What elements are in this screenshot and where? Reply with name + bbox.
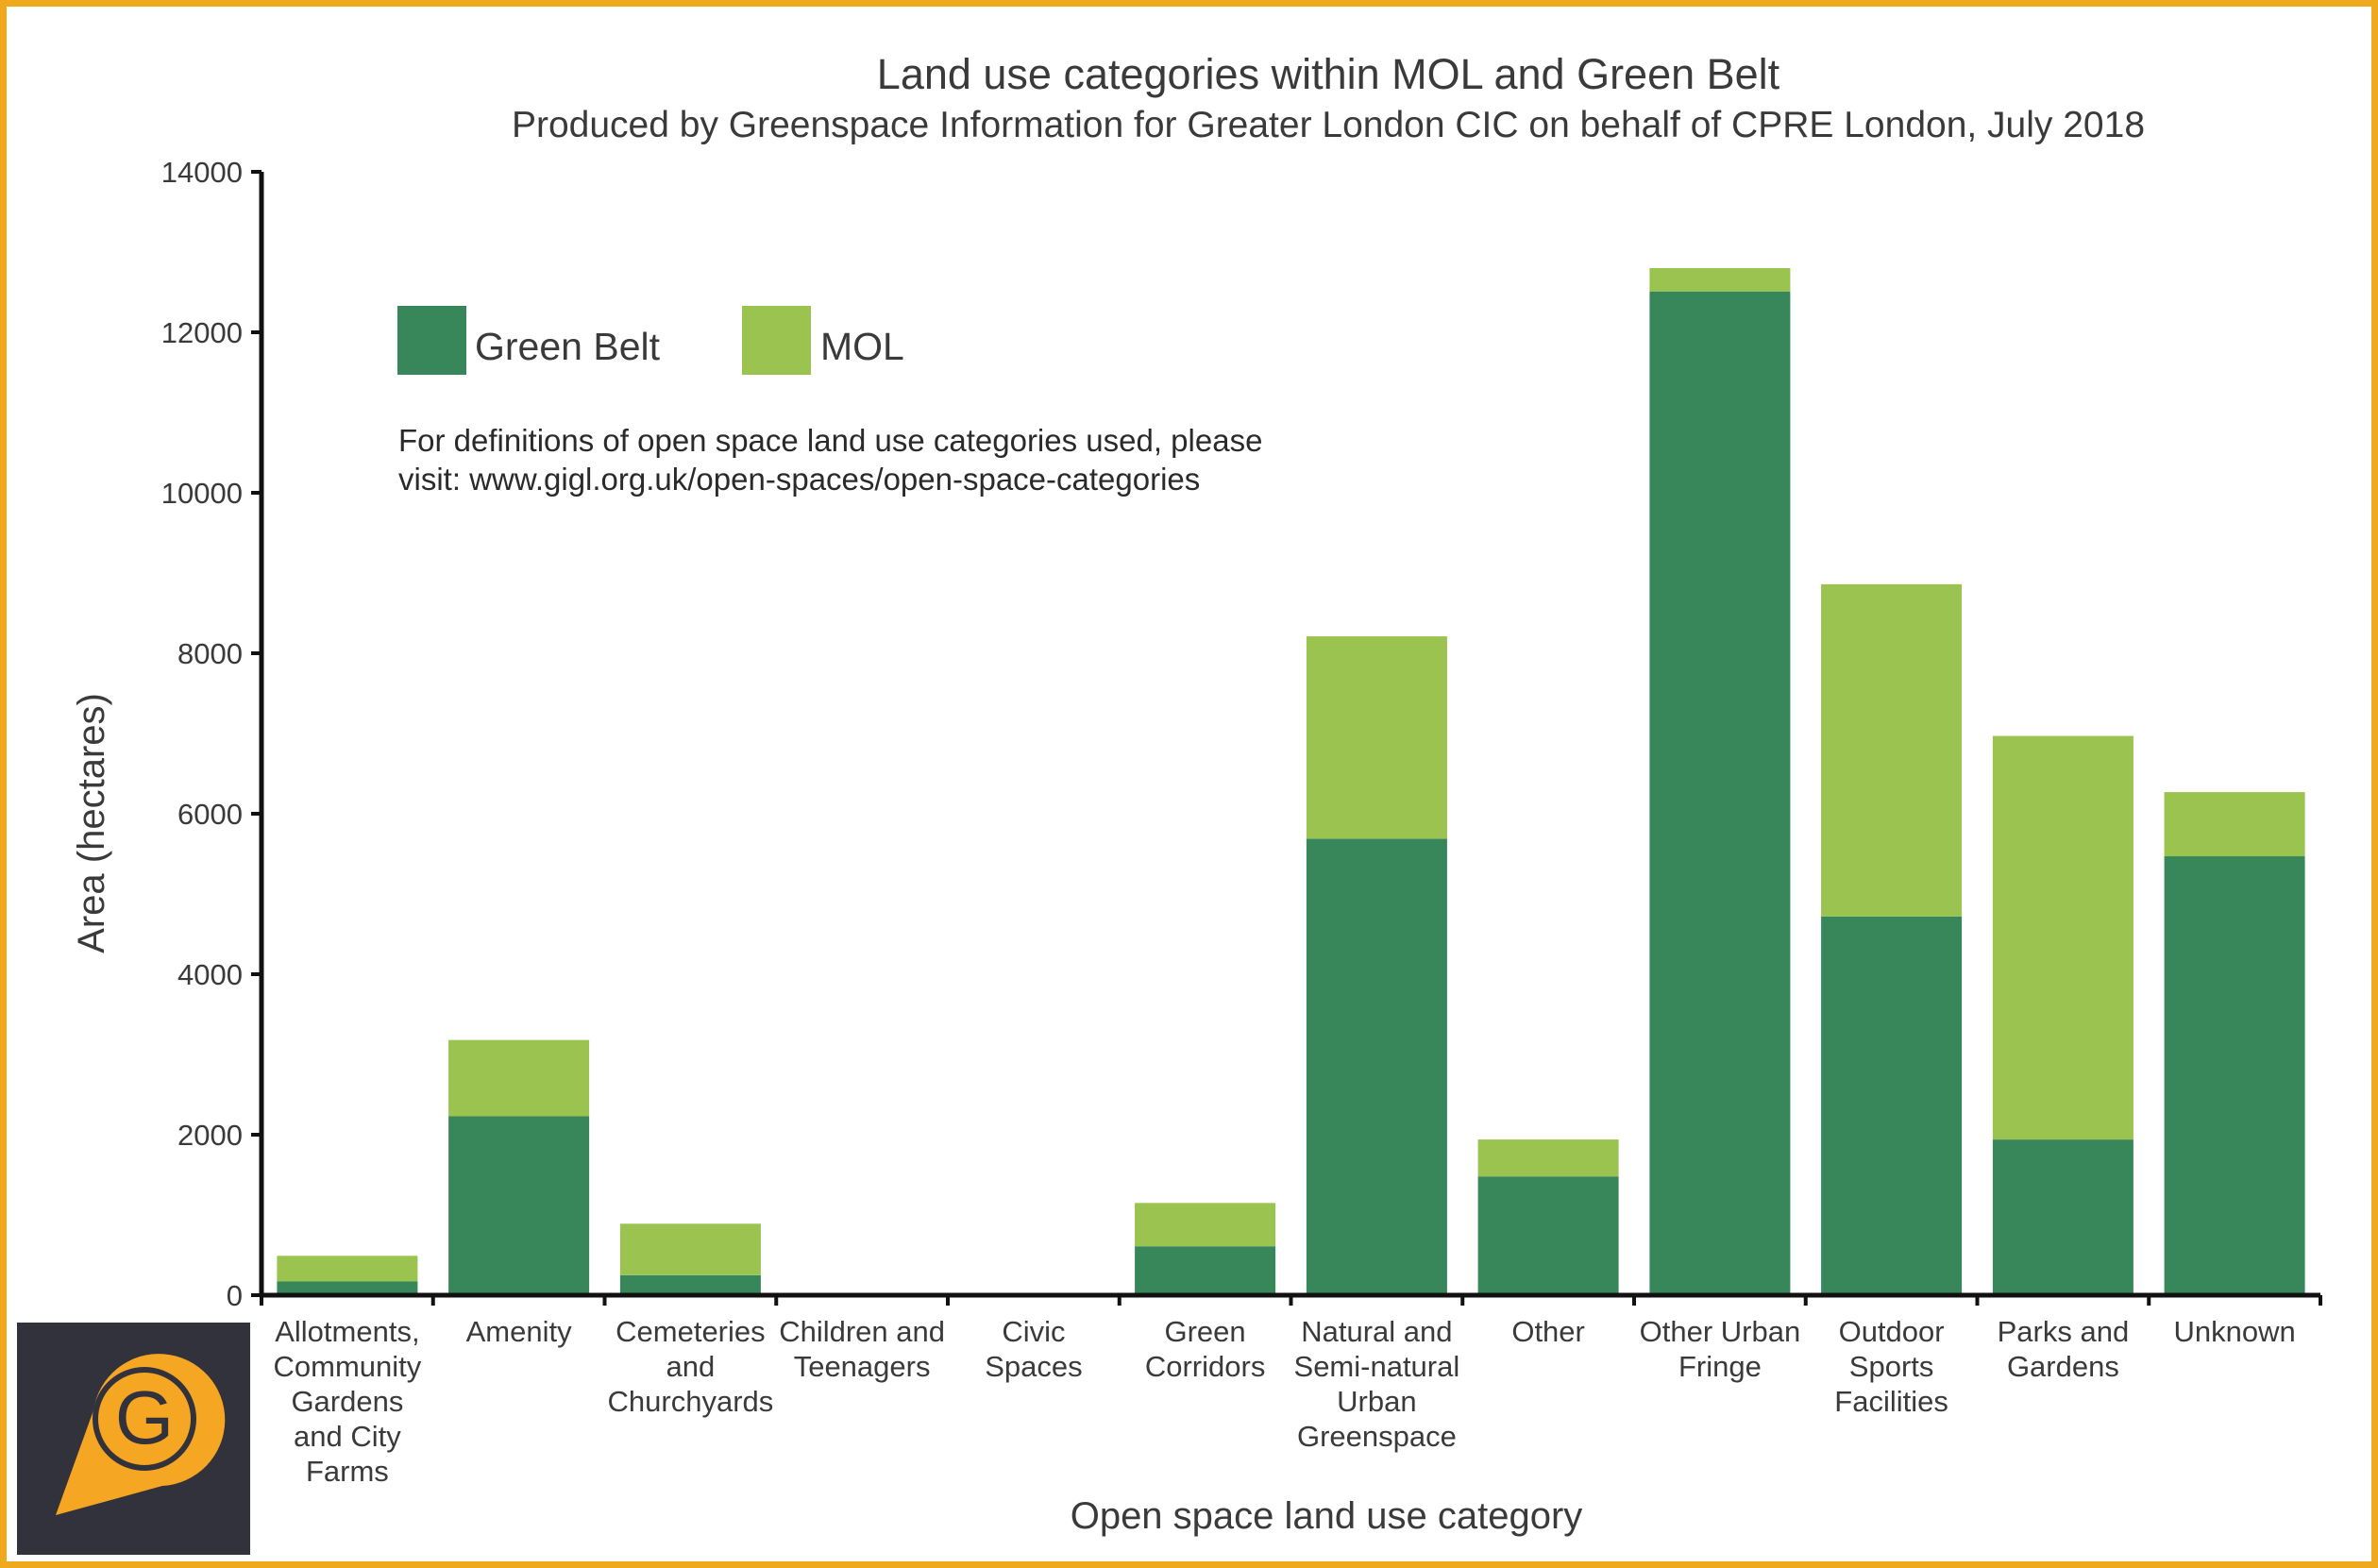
x-tick-label: Allotments, Community Gardens and City Farms (274, 1315, 422, 1488)
y-tick-label: 8000 (177, 637, 243, 670)
bar-mol-11 (2164, 792, 2305, 857)
x-tick-label: Civic Spaces (985, 1315, 1082, 1383)
bar-green-belt-2 (619, 1274, 761, 1296)
y-tick-label: 4000 (177, 958, 243, 991)
x-tick-label: Natural and Semi-natural Urban Greenspace (1294, 1315, 1460, 1453)
bar-mol-5 (1135, 1203, 1276, 1247)
y-tick-label: 12000 (161, 316, 243, 349)
y-tick-labels: 0 2000 4000 6000 8000 10000 12000 14000 (161, 156, 243, 1312)
x-tick-label: Children and Teenagers (779, 1315, 945, 1383)
bar-mol-0 (277, 1256, 418, 1282)
y-tick-label: 10000 (161, 477, 243, 510)
bar-green-belt-8 (1649, 291, 1791, 1296)
legend-label-mol: MOL (820, 325, 904, 368)
y-axis-label: Area (hectares) (71, 693, 112, 953)
bar-green-belt-11 (2164, 856, 2305, 1295)
bar-mol-2 (619, 1223, 761, 1275)
x-tick-label: Other Urban Fringe (1640, 1315, 1801, 1383)
legend: Green Belt MOL (397, 306, 904, 375)
gigl-location-pin-icon: G (56, 1354, 226, 1515)
chart-svg: Land use categories within MOL and Green… (17, 50, 2322, 1555)
chart-subtitle: Produced by Greenspace Information for G… (512, 105, 2145, 145)
legend-label-green-belt: Green Belt (475, 325, 661, 368)
axes-layer (251, 170, 2322, 1306)
x-tick-label: Outdoor Sports Facilities (1834, 1315, 1948, 1418)
y-tick-label: 14000 (161, 156, 243, 189)
bar-mol-10 (1992, 735, 2133, 1140)
y-tick-label: 2000 (177, 1119, 243, 1152)
x-tick-label: Green Corridors (1145, 1315, 1265, 1383)
bar-green-belt-6 (1306, 838, 1447, 1295)
x-tick-labels: Allotments, Community Gardens and City Farms… (274, 1315, 2296, 1488)
bars-layer (277, 268, 2305, 1296)
bar-mol-6 (1306, 636, 1447, 839)
logo-letter: G (115, 1375, 174, 1459)
x-tick-label: Unknown (2173, 1315, 2295, 1348)
chart-title: Land use categories within MOL and Green… (877, 50, 1780, 98)
x-axis-label: Open space land use category (1071, 1495, 1583, 1537)
x-tick-label: Amenity (466, 1315, 572, 1348)
definitions-note-line-2: visit: www.gigl.org.uk/open-spaces/open-… (398, 462, 1200, 497)
y-tick-label: 6000 (177, 798, 243, 831)
gigl-logo: G (17, 1323, 250, 1555)
legend-swatch-green-belt (397, 306, 466, 375)
bar-green-belt-7 (1477, 1176, 1619, 1295)
definitions-note-line-1: For definitions of open space land use c… (398, 423, 1262, 458)
x-tick-label: Parks and Gardens (1998, 1315, 2130, 1383)
bar-mol-1 (448, 1039, 590, 1117)
y-tick-label: 0 (227, 1279, 243, 1312)
legend-swatch-mol (742, 306, 811, 375)
bar-green-belt-10 (1992, 1139, 2133, 1295)
bar-green-belt-0 (277, 1281, 418, 1295)
x-tick-label: Other (1511, 1315, 1585, 1348)
bar-green-belt-1 (448, 1116, 590, 1295)
bar-green-belt-9 (1821, 916, 1963, 1295)
bar-mol-8 (1649, 268, 1791, 292)
bar-mol-7 (1477, 1139, 1619, 1177)
bar-mol-9 (1821, 583, 1963, 917)
x-tick-label: Cemeteries and Churchyards (608, 1315, 774, 1418)
bar-green-belt-5 (1135, 1246, 1276, 1295)
